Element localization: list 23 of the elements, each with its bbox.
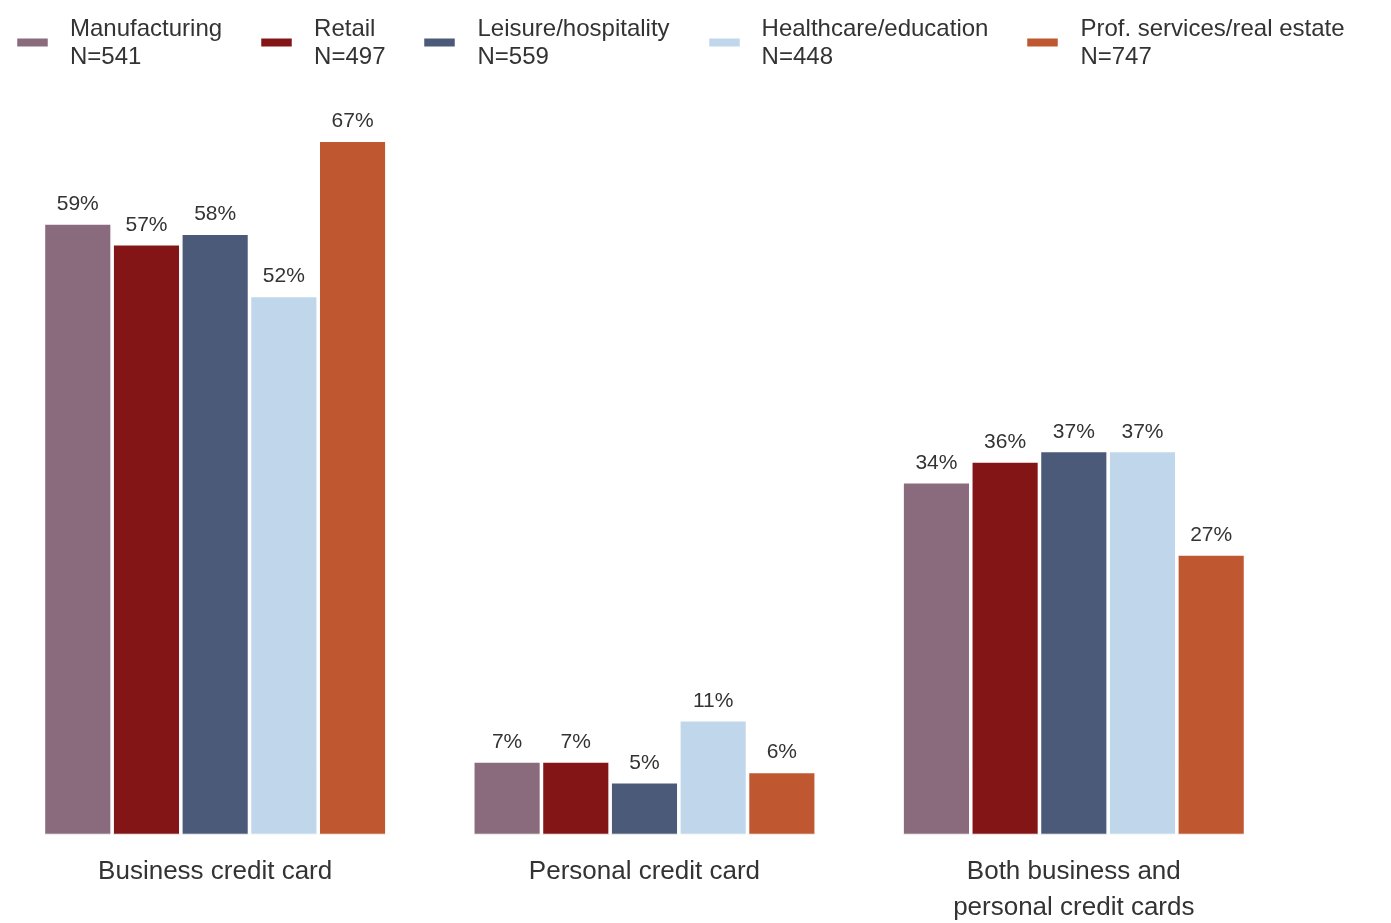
legend-label: Leisure/hospitality N=559	[477, 14, 670, 70]
data-label: 27%	[1190, 522, 1233, 546]
data-label: 37%	[1121, 418, 1164, 442]
legend-label: Manufacturing N=541	[70, 14, 223, 70]
data-label: 5%	[629, 749, 660, 773]
x-tick-label: Business credit card	[98, 854, 333, 885]
data-label: 6%	[766, 739, 798, 763]
data-label: 57%	[125, 211, 168, 235]
legend-label: Retail N=497	[314, 14, 386, 70]
data-label: 11%	[692, 687, 734, 711]
data-label: 34%	[915, 449, 958, 473]
data-label: 36%	[984, 428, 1027, 452]
data-label: 52%	[262, 263, 305, 287]
data-label: 58%	[194, 201, 237, 225]
data-label: 67%	[331, 108, 374, 132]
data-label: 7%	[560, 729, 591, 753]
x-tick-label: Personal credit card	[528, 854, 761, 885]
data-label: 37%	[1052, 418, 1095, 442]
data-label: 59%	[56, 190, 99, 214]
legend-label: Prof. services/real estate N=747	[1080, 14, 1345, 70]
x-tick-label: Both business and personal credit cards	[953, 854, 1195, 921]
data-label: 7%	[491, 729, 523, 753]
legend-label: Healthcare/education N=448	[761, 14, 989, 70]
